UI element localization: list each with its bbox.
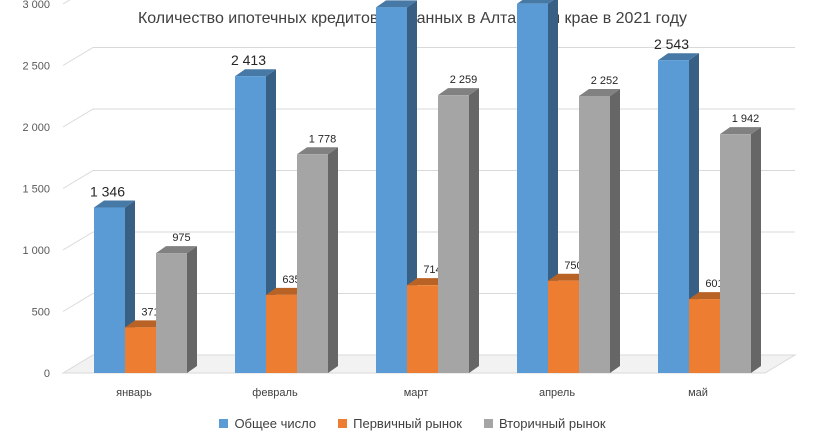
x-tick-label: май xyxy=(688,387,708,399)
data-label-primary: 601 xyxy=(705,278,723,290)
legend-swatch-total xyxy=(219,419,229,428)
bar-top-primary xyxy=(266,287,307,295)
data-label-total: 2 413 xyxy=(231,52,266,68)
gridline-side xyxy=(62,170,94,189)
bar-top-secondary xyxy=(156,246,197,254)
bar-top-total xyxy=(94,200,135,208)
bar-total xyxy=(517,3,548,374)
bar-top-secondary xyxy=(579,89,620,97)
bar-top-primary xyxy=(689,292,730,300)
bar-top-secondary xyxy=(297,147,338,155)
legend-item-total: Общее число xyxy=(219,416,316,431)
legend-label-total: Общее число xyxy=(234,416,317,431)
bar-top-total xyxy=(235,69,276,77)
gridline-side xyxy=(62,108,94,128)
legend-label-secondary: Вторичный рынок xyxy=(498,416,606,431)
bar-secondary xyxy=(579,96,610,373)
bar-total xyxy=(94,207,125,373)
data-label-secondary: 2 259 xyxy=(450,74,478,86)
bar-secondary xyxy=(297,154,328,373)
x-tick-label: январь xyxy=(116,387,152,399)
legend-swatch-primary xyxy=(338,419,348,428)
bar-side-secondary xyxy=(751,127,761,373)
legend-item-primary: Первичный рынок xyxy=(338,416,462,431)
bar-side-secondary xyxy=(610,89,620,373)
bar-side-total xyxy=(689,53,699,373)
bar-primary xyxy=(266,294,297,373)
legend-item-secondary: Вторичный рынок xyxy=(483,416,606,431)
bar-total xyxy=(658,60,689,373)
bar-top-total xyxy=(517,0,554,4)
gridline-side xyxy=(62,293,94,312)
y-tick-label: 0 xyxy=(44,368,50,380)
data-label-primary: 371 xyxy=(141,306,159,318)
y-tick-label: 3 000 xyxy=(22,0,50,11)
bar-primary xyxy=(125,327,156,373)
y-tick-label: 2 000 xyxy=(22,122,50,134)
data-label-secondary: 2 252 xyxy=(591,75,619,87)
data-label-primary: 750 xyxy=(564,260,582,272)
bar-side-secondary xyxy=(469,88,479,373)
bar-top-primary xyxy=(407,278,448,286)
bar-top-primary xyxy=(548,273,589,281)
y-tick-label: 1 000 xyxy=(22,245,50,257)
bar-top-primary xyxy=(125,320,166,328)
gridline-side xyxy=(62,0,71,5)
legend: Общее число Первичный рынок Вторичный ры… xyxy=(0,416,825,431)
x-tick-label: март xyxy=(404,387,429,399)
data-label-secondary: 1 942 xyxy=(732,113,760,125)
y-tick-label: 1 500 xyxy=(22,184,50,196)
bar-top-secondary xyxy=(438,88,479,96)
gridline-side xyxy=(62,231,94,251)
bar-secondary xyxy=(156,253,187,373)
data-label-secondary: 1 778 xyxy=(309,133,337,145)
bar-top-secondary xyxy=(720,127,761,135)
x-tick-label: апрель xyxy=(539,387,575,399)
legend-swatch-secondary xyxy=(483,419,493,428)
data-label-total: 2 543 xyxy=(654,36,689,52)
data-label-primary: 635 xyxy=(282,274,300,286)
data-label-total: 1 346 xyxy=(90,183,125,199)
bar-side-secondary xyxy=(328,147,338,373)
y-tick-label: 2 500 xyxy=(22,61,50,73)
bar-top-total xyxy=(658,53,699,61)
bar-side-total xyxy=(407,0,417,373)
data-label-primary: 714 xyxy=(423,264,441,276)
bar-total xyxy=(376,7,407,373)
gridline-side xyxy=(62,47,94,66)
legend-label-primary: Первичный рынок xyxy=(353,416,462,431)
x-tick-label: февраль xyxy=(252,387,298,399)
data-label-secondary: 975 xyxy=(172,232,190,244)
bar-side-secondary xyxy=(187,246,197,373)
bar-primary xyxy=(548,280,579,373)
bar-primary xyxy=(407,285,438,373)
bar-primary xyxy=(689,299,720,373)
y-tick-label: 500 xyxy=(32,307,50,319)
bar-secondary xyxy=(720,134,751,373)
bar-secondary xyxy=(438,95,469,373)
bar-total xyxy=(235,76,266,374)
bar-top-total xyxy=(376,0,417,8)
